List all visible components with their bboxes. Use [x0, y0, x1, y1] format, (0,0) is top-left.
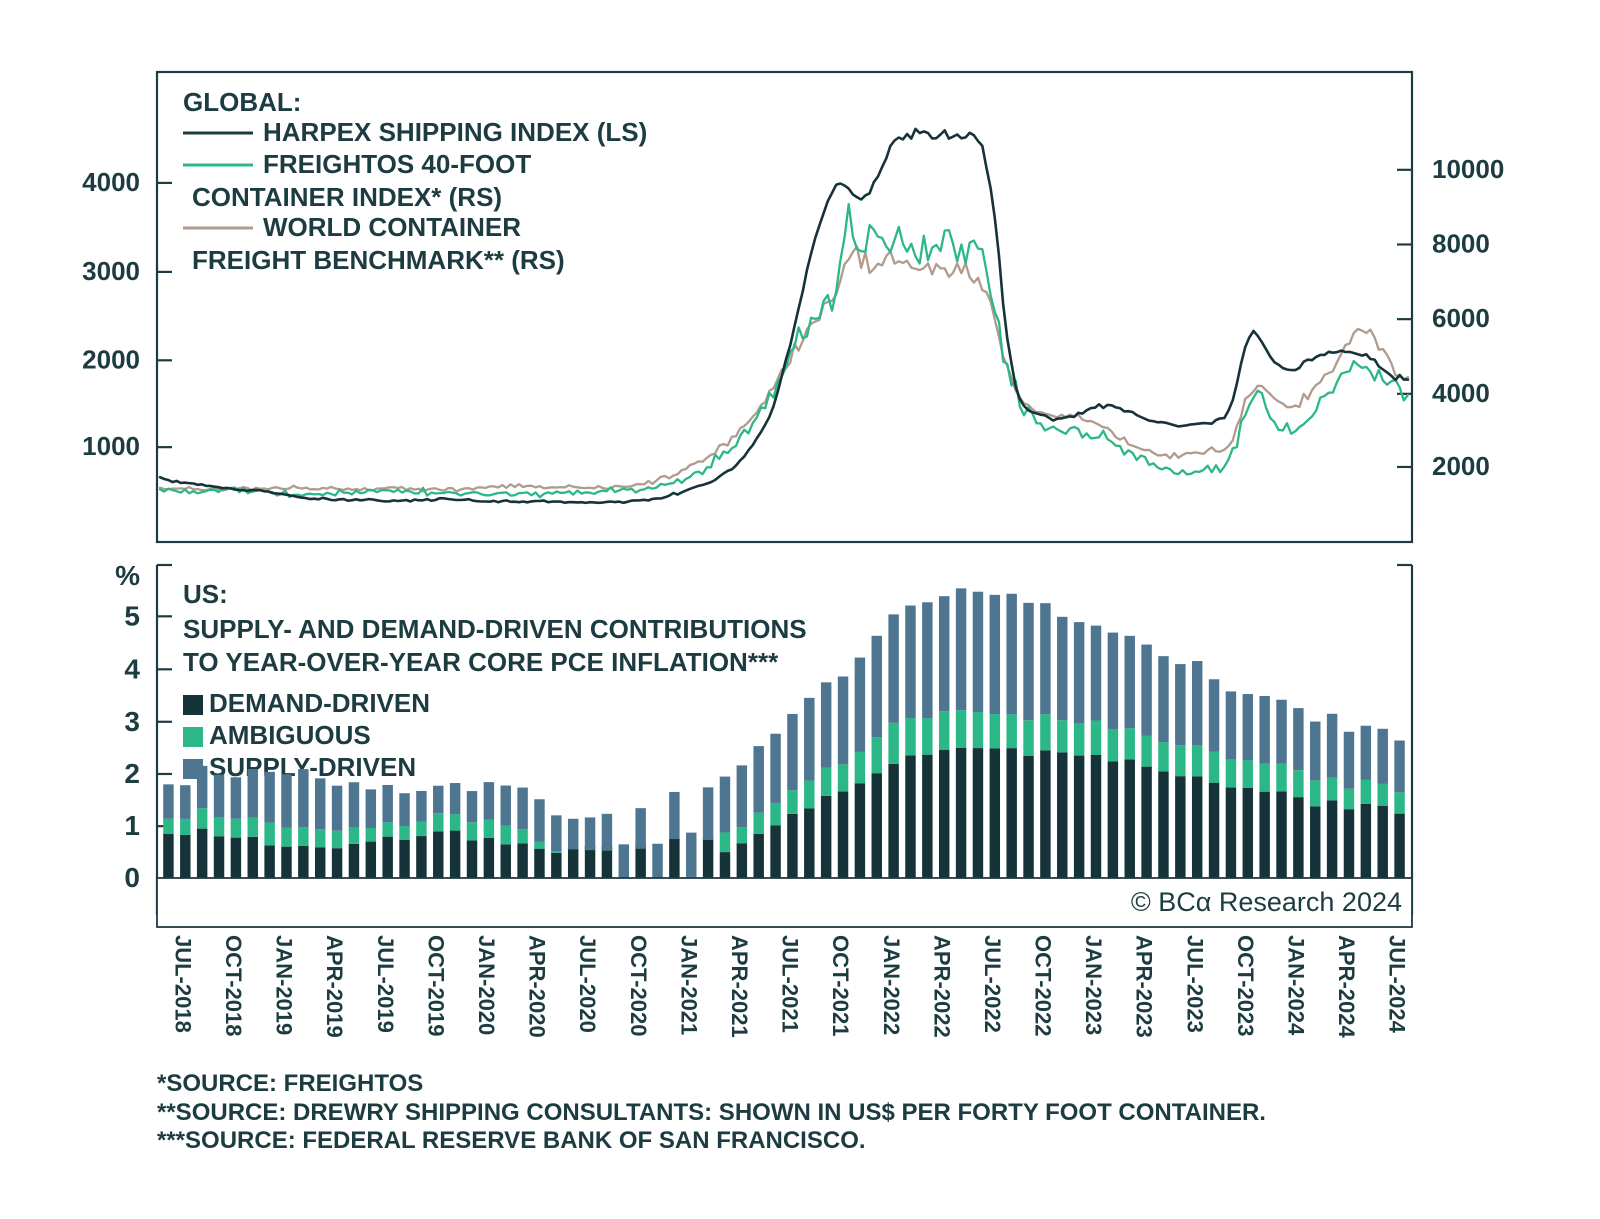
svg-text:JAN-2019: JAN-2019: [272, 935, 297, 1035]
svg-text:2: 2: [124, 758, 140, 789]
svg-text:JAN-2024: JAN-2024: [1284, 935, 1309, 1036]
svg-text:GLOBAL:: GLOBAL:: [183, 87, 301, 117]
svg-text:OCT-2023: OCT-2023: [1233, 935, 1258, 1037]
svg-text:10000: 10000: [1432, 154, 1504, 184]
svg-text:WORLD CONTAINER: WORLD CONTAINER: [263, 212, 521, 242]
svg-text:OCT-2021: OCT-2021: [828, 935, 853, 1037]
svg-text:JUL-2018: JUL-2018: [170, 935, 195, 1033]
svg-text:6000: 6000: [1432, 303, 1490, 333]
svg-text:DEMAND-DRIVEN: DEMAND-DRIVEN: [209, 688, 430, 718]
svg-text:JAN-2021: JAN-2021: [676, 935, 701, 1035]
svg-text:***SOURCE: FEDERAL RESERVE BAN: ***SOURCE: FEDERAL RESERVE BANK OF SAN F…: [157, 1127, 866, 1154]
svg-text:4000: 4000: [1432, 378, 1490, 408]
svg-text:4: 4: [124, 653, 140, 684]
svg-text:US:: US:: [183, 579, 228, 609]
svg-text:APR-2022: APR-2022: [929, 935, 954, 1038]
svg-text:OCT-2020: OCT-2020: [626, 935, 651, 1037]
svg-text:APR-2021: APR-2021: [727, 935, 752, 1038]
svg-text:4000: 4000: [82, 167, 140, 197]
svg-text:2000: 2000: [82, 344, 140, 374]
svg-text:OCT-2019: OCT-2019: [423, 935, 448, 1037]
svg-text:FREIGHT BENCHMARK** (RS): FREIGHT BENCHMARK** (RS): [192, 245, 565, 275]
svg-text:APR-2023: APR-2023: [1132, 935, 1157, 1038]
svg-text:JAN-2023: JAN-2023: [1081, 935, 1106, 1035]
svg-text:OCT-2022: OCT-2022: [1031, 935, 1056, 1037]
svg-text:2000: 2000: [1432, 451, 1490, 481]
svg-text:OCT-2018: OCT-2018: [221, 935, 246, 1037]
svg-text:FREIGHTOS 40-FOOT: FREIGHTOS 40-FOOT: [263, 149, 531, 179]
svg-text:5: 5: [124, 600, 140, 631]
svg-text:JUL-2019: JUL-2019: [373, 935, 398, 1033]
svg-text:1000: 1000: [82, 431, 140, 461]
svg-text:8000: 8000: [1432, 228, 1490, 258]
svg-text:HARPEX SHIPPING INDEX (LS): HARPEX SHIPPING INDEX (LS): [263, 117, 647, 147]
svg-text:JUL-2021: JUL-2021: [778, 935, 803, 1033]
svg-text:JUL-2020: JUL-2020: [575, 935, 600, 1033]
svg-text:JUL-2024: JUL-2024: [1385, 935, 1410, 1034]
svg-text:APR-2024: APR-2024: [1334, 935, 1359, 1038]
svg-text:JUL-2022: JUL-2022: [980, 935, 1005, 1033]
svg-text:AMBIGUOUS: AMBIGUOUS: [209, 720, 371, 750]
svg-text:SUPPLY- AND DEMAND-DRIVEN CONT: SUPPLY- AND DEMAND-DRIVEN CONTRIBUTIONS: [183, 614, 807, 644]
svg-text:%: %: [115, 560, 140, 591]
svg-text:3000: 3000: [82, 256, 140, 286]
svg-text:JAN-2022: JAN-2022: [879, 935, 904, 1035]
svg-text:CONTAINER INDEX* (RS): CONTAINER INDEX* (RS): [192, 182, 502, 212]
svg-text:TO YEAR-OVER-YEAR CORE PCE INF: TO YEAR-OVER-YEAR CORE PCE INFLATION***: [183, 647, 779, 677]
svg-text:**SOURCE: DREWRY SHIPPING CONS: **SOURCE: DREWRY SHIPPING CONSULTANTS: S…: [157, 1099, 1266, 1126]
svg-text:0: 0: [124, 862, 140, 893]
svg-text:APR-2020: APR-2020: [525, 935, 550, 1038]
svg-text:APR-2019: APR-2019: [322, 935, 347, 1038]
svg-text:JUL-2023: JUL-2023: [1182, 935, 1207, 1033]
svg-text:3: 3: [124, 706, 140, 737]
svg-text:1: 1: [124, 810, 140, 841]
svg-text:JAN-2020: JAN-2020: [474, 935, 499, 1035]
svg-text:© BCα Research 2024: © BCα Research 2024: [1131, 887, 1402, 917]
svg-text:*SOURCE: FREIGHTOS: *SOURCE: FREIGHTOS: [157, 1070, 423, 1097]
